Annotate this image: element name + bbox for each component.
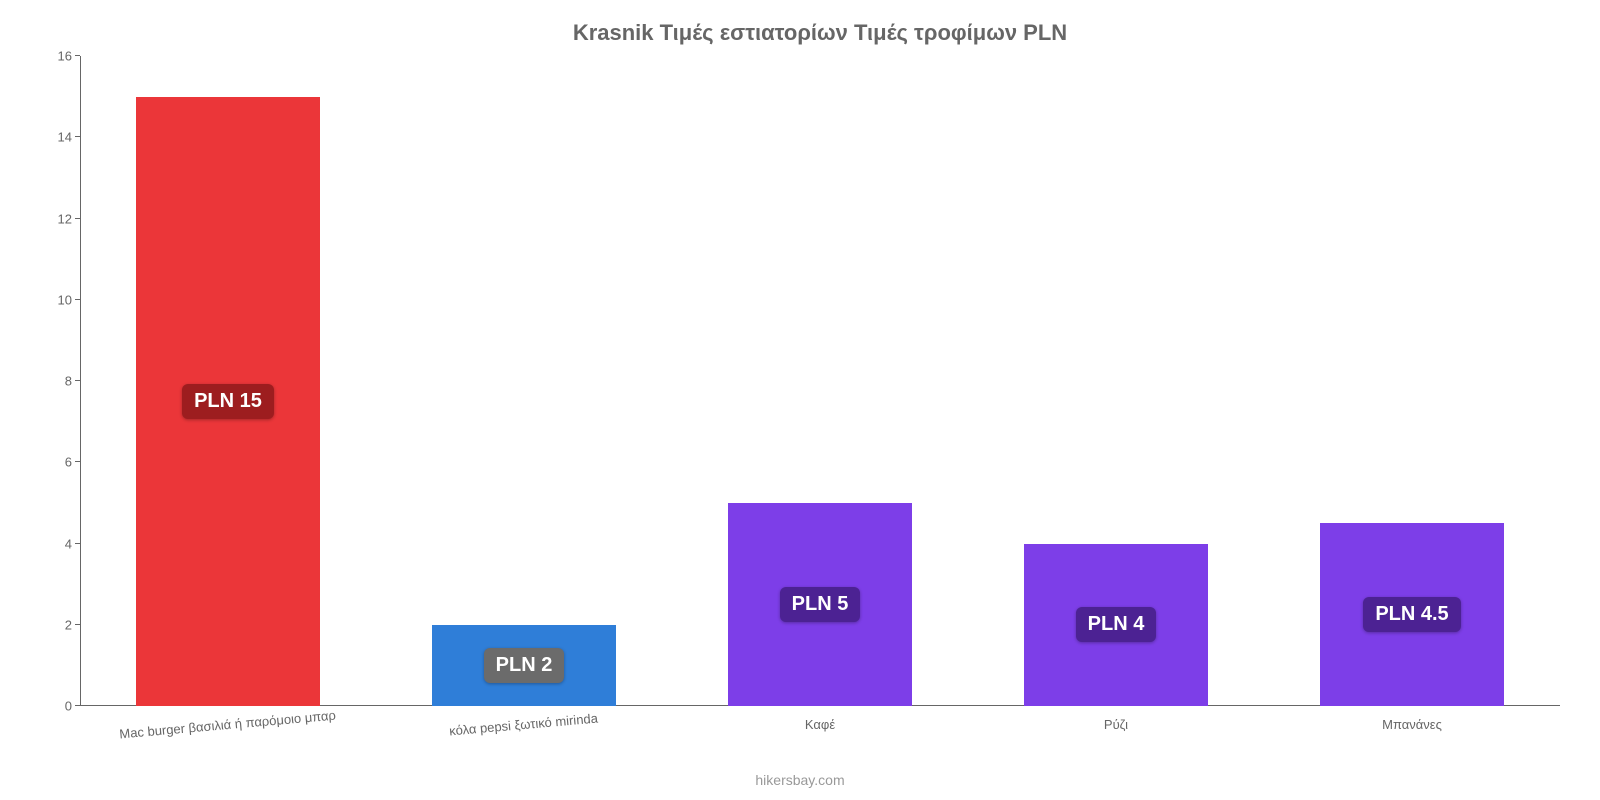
bar-slot: PLN 15Mac burger βασιλιά ή παρόμοιο μπαρ bbox=[80, 56, 376, 706]
y-tick-mark bbox=[75, 543, 80, 544]
y-tick-label: 0 bbox=[40, 699, 72, 714]
bar: PLN 15 bbox=[136, 97, 320, 706]
x-tick-label: Ρύζι bbox=[1104, 717, 1128, 732]
bar-slot: PLN 2κόλα pepsi ξωτικό mirinda bbox=[376, 56, 672, 706]
y-tick-label: 6 bbox=[40, 455, 72, 470]
y-tick-label: 8 bbox=[40, 374, 72, 389]
bar-value-label: PLN 4.5 bbox=[1363, 597, 1460, 632]
bar-slot: PLN 5Καφέ bbox=[672, 56, 968, 706]
y-tick-label: 14 bbox=[40, 130, 72, 145]
y-tick-mark bbox=[75, 136, 80, 137]
x-tick-label: Mac burger βασιλιά ή παρόμοιο μπαρ bbox=[119, 708, 337, 742]
y-tick-mark bbox=[75, 705, 80, 706]
attribution: hikersbay.com bbox=[0, 772, 1600, 788]
bar-value-label: PLN 2 bbox=[484, 648, 565, 683]
x-tick-label: Καφέ bbox=[805, 717, 835, 732]
bars-container: PLN 15Mac burger βασιλιά ή παρόμοιο μπαρ… bbox=[80, 56, 1560, 706]
chart-title: Krasnik Τιμές εστιατορίων Τιμές τροφίμων… bbox=[80, 20, 1560, 46]
y-tick-label: 4 bbox=[40, 536, 72, 551]
y-tick-mark bbox=[75, 218, 80, 219]
y-tick-label: 10 bbox=[40, 292, 72, 307]
bar: PLN 2 bbox=[432, 625, 616, 706]
x-tick-label: κόλα pepsi ξωτικό mirinda bbox=[449, 711, 599, 739]
y-tick-mark bbox=[75, 380, 80, 381]
bar-value-label: PLN 4 bbox=[1076, 607, 1157, 642]
y-tick-mark bbox=[75, 461, 80, 462]
y-tick-label: 2 bbox=[40, 617, 72, 632]
y-tick-mark bbox=[75, 55, 80, 56]
bar-slot: PLN 4.5Μπανάνες bbox=[1264, 56, 1560, 706]
plot-area: 0246810121416 PLN 15Mac burger βασιλιά ή… bbox=[80, 56, 1560, 706]
y-tick-mark bbox=[75, 624, 80, 625]
price-bar-chart: Krasnik Τιμές εστιατορίων Τιμές τροφίμων… bbox=[0, 0, 1600, 800]
y-tick-mark bbox=[75, 299, 80, 300]
bar-slot: PLN 4Ρύζι bbox=[968, 56, 1264, 706]
y-tick-label: 12 bbox=[40, 211, 72, 226]
bar-value-label: PLN 15 bbox=[182, 384, 274, 419]
bar: PLN 5 bbox=[728, 503, 912, 706]
y-axis: 0246810121416 bbox=[40, 56, 80, 706]
bar: PLN 4.5 bbox=[1320, 523, 1504, 706]
bar: PLN 4 bbox=[1024, 544, 1208, 707]
bar-value-label: PLN 5 bbox=[780, 587, 861, 622]
y-tick-label: 16 bbox=[40, 49, 72, 64]
x-tick-label: Μπανάνες bbox=[1382, 717, 1442, 732]
